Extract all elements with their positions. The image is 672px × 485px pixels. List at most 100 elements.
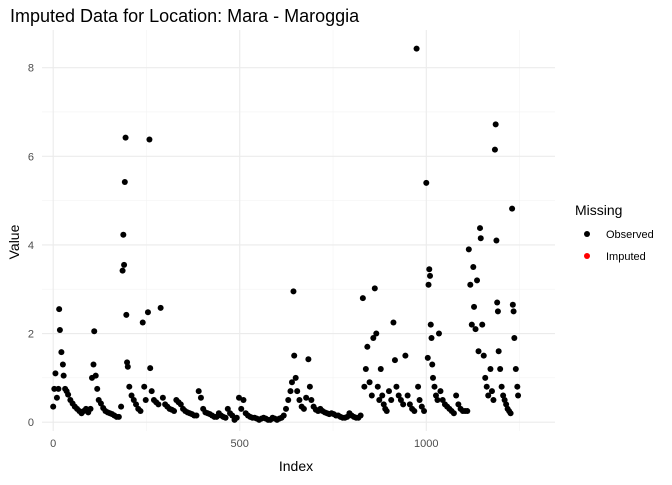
data-point-observed	[376, 396, 383, 403]
x-tick-label: 1000	[414, 438, 438, 450]
data-point-observed	[193, 412, 200, 419]
data-point-observed	[197, 394, 204, 401]
x-axis-title: Index	[279, 458, 313, 474]
data-point-observed	[56, 326, 63, 333]
data-point-observed	[362, 365, 369, 372]
data-point-observed	[115, 413, 122, 420]
data-point-observed	[144, 309, 151, 316]
data-point-observed	[97, 400, 104, 407]
data-point-observed	[400, 401, 407, 408]
data-point-observed	[474, 277, 481, 284]
data-point-observed	[427, 272, 434, 279]
data-point-observed	[487, 365, 494, 372]
data-point-observed	[413, 45, 420, 52]
y-tick-label: 6	[28, 151, 34, 163]
legend-label-imputed: Imputed	[606, 251, 646, 263]
data-point-observed	[435, 330, 442, 337]
data-point-observed	[437, 388, 444, 395]
data-point-observed	[477, 235, 484, 242]
data-point-observed	[368, 392, 375, 399]
data-point-observed	[425, 281, 432, 288]
data-point-observed	[291, 352, 298, 359]
data-point-observed	[359, 295, 366, 302]
data-point-observed	[480, 352, 487, 359]
data-point-observed	[305, 356, 312, 363]
data-point-observed	[308, 396, 315, 403]
data-point-observed	[366, 379, 373, 386]
data-point-observed	[60, 372, 67, 379]
data-point-observed	[139, 319, 146, 326]
data-point-observed	[123, 311, 130, 318]
data-point-observed	[130, 396, 137, 403]
data-point-observed	[467, 281, 474, 288]
data-point-observed	[485, 392, 492, 399]
data-point-observed	[482, 374, 489, 381]
data-point-observed	[509, 301, 516, 308]
data-point-observed	[65, 391, 72, 398]
data-point-observed	[514, 383, 521, 390]
data-point-observed	[159, 394, 166, 401]
data-point-observed	[124, 359, 131, 366]
data-points	[50, 45, 522, 423]
data-point-observed	[370, 334, 377, 341]
data-point-observed	[148, 388, 155, 395]
x-axis-ticks: 0 500 1000	[50, 438, 438, 450]
data-point-observed	[379, 392, 386, 399]
data-point-observed	[423, 179, 430, 186]
data-point-observed	[450, 410, 457, 417]
data-point-observed	[373, 330, 380, 337]
data-point-observed	[147, 365, 154, 372]
data-point-observed	[385, 388, 392, 395]
data-point-observed	[364, 343, 371, 350]
data-point-observed	[56, 306, 63, 313]
data-point-observed	[222, 414, 229, 421]
data-point-observed	[155, 401, 162, 408]
data-point-observed	[59, 361, 66, 368]
data-point-observed	[128, 392, 135, 399]
x-tick-label: 0	[50, 438, 56, 450]
data-point-observed	[361, 383, 368, 390]
data-point-observed	[157, 304, 164, 311]
data-point-observed	[464, 408, 471, 415]
data-point-observed	[471, 303, 478, 310]
data-point-observed	[283, 405, 290, 412]
data-point-observed	[371, 285, 378, 292]
data-point-observed	[453, 392, 460, 399]
data-point-observed	[515, 392, 522, 399]
data-point-observed	[142, 396, 149, 403]
data-point-observed	[390, 319, 397, 326]
data-point-observed	[285, 396, 292, 403]
data-point-observed	[406, 401, 413, 408]
data-point-observed	[490, 396, 497, 403]
data-point-observed	[488, 388, 495, 395]
data-point-observed	[238, 405, 245, 412]
data-point-observed	[428, 334, 435, 341]
data-point-observed	[87, 405, 94, 412]
data-point-observed	[119, 267, 126, 274]
data-point-observed	[391, 357, 398, 364]
data-point-observed	[475, 348, 482, 355]
data-point-observed	[429, 374, 436, 381]
data-point-observed	[233, 414, 240, 421]
data-point-observed	[52, 370, 59, 377]
data-point-observed	[300, 405, 307, 412]
data-point-observed	[294, 388, 301, 395]
data-point-observed	[296, 396, 303, 403]
data-point-observed	[288, 379, 295, 386]
data-point-observed	[229, 412, 236, 419]
legend-key-imputed	[584, 253, 590, 259]
data-point-observed	[388, 396, 395, 403]
data-point-observed	[50, 403, 57, 410]
data-point-observed	[424, 354, 431, 361]
data-point-observed	[492, 121, 499, 128]
data-point-observed	[126, 383, 133, 390]
data-point-observed	[494, 308, 501, 315]
data-point-observed	[494, 299, 501, 306]
data-point-observed	[439, 396, 446, 403]
data-point-observed	[121, 178, 128, 185]
data-point-observed	[120, 231, 127, 238]
data-point-observed	[171, 408, 178, 415]
data-point-observed	[58, 349, 65, 356]
